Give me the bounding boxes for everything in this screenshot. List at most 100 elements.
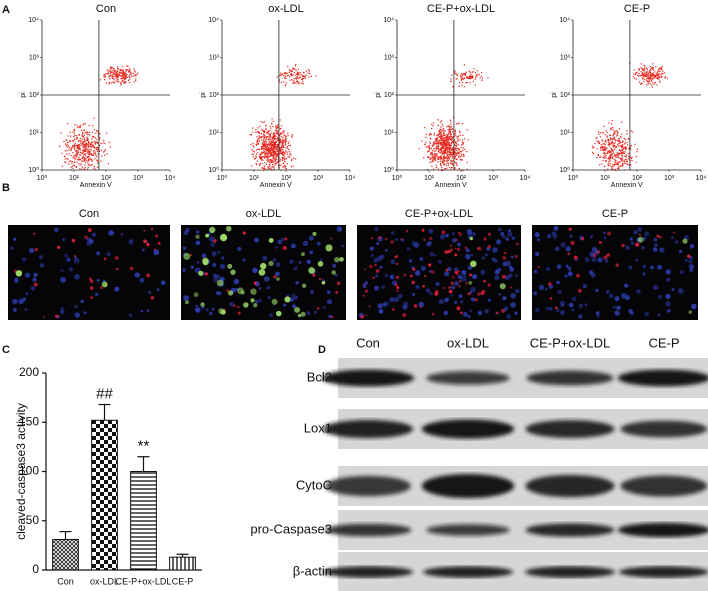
dot bbox=[425, 146, 427, 148]
dot bbox=[424, 144, 426, 146]
dot bbox=[270, 149, 273, 151]
dot bbox=[659, 81, 661, 83]
dot bbox=[436, 135, 438, 137]
dot bbox=[614, 133, 616, 135]
cell bbox=[678, 249, 683, 254]
dot bbox=[66, 139, 68, 141]
dot bbox=[445, 144, 447, 146]
cell bbox=[406, 247, 410, 251]
dot bbox=[133, 70, 136, 72]
dot bbox=[625, 146, 627, 148]
dot bbox=[95, 148, 98, 151]
dot bbox=[87, 156, 89, 158]
cell bbox=[301, 283, 307, 288]
dot bbox=[442, 128, 444, 130]
dot bbox=[617, 145, 619, 147]
cell bbox=[252, 267, 258, 274]
dot bbox=[430, 158, 432, 160]
dot bbox=[619, 145, 621, 147]
dot bbox=[294, 65, 297, 67]
dot bbox=[596, 156, 598, 159]
x-tick-label: 10³ bbox=[133, 175, 144, 182]
dot bbox=[620, 144, 622, 147]
cell bbox=[86, 240, 92, 246]
dot bbox=[448, 137, 450, 139]
dot bbox=[647, 72, 650, 75]
cell bbox=[233, 304, 236, 308]
dot bbox=[475, 74, 477, 76]
dot bbox=[642, 70, 644, 72]
dot bbox=[262, 159, 264, 161]
dot bbox=[93, 136, 95, 138]
dot bbox=[260, 158, 262, 160]
dot bbox=[270, 147, 272, 149]
dot bbox=[466, 77, 468, 79]
dot bbox=[431, 153, 434, 156]
dot bbox=[428, 134, 430, 136]
dot bbox=[72, 157, 74, 159]
dot bbox=[653, 74, 655, 76]
cell bbox=[24, 272, 31, 278]
cell bbox=[628, 265, 633, 270]
dot bbox=[125, 77, 127, 79]
cell bbox=[688, 264, 695, 270]
dot bbox=[78, 148, 80, 150]
y-tick-label: 10² bbox=[384, 92, 395, 99]
dot bbox=[428, 150, 430, 152]
cell bbox=[658, 294, 663, 299]
dot bbox=[271, 161, 273, 163]
dot bbox=[622, 153, 624, 155]
cell bbox=[254, 300, 259, 304]
dot bbox=[454, 151, 456, 153]
dot bbox=[442, 139, 444, 141]
dot bbox=[273, 168, 275, 170]
dot bbox=[274, 162, 277, 164]
dot bbox=[266, 150, 269, 152]
y-axis-label: pi bbox=[551, 92, 558, 98]
dot bbox=[68, 153, 70, 155]
dot bbox=[130, 71, 132, 73]
dot bbox=[591, 151, 594, 154]
dot bbox=[88, 124, 90, 127]
dot bbox=[465, 82, 467, 84]
dot bbox=[276, 146, 279, 148]
dot bbox=[273, 146, 275, 149]
dot bbox=[455, 78, 457, 80]
dot bbox=[82, 149, 85, 151]
dot bbox=[89, 154, 91, 156]
dot bbox=[282, 137, 284, 139]
dot bbox=[266, 155, 268, 157]
cell bbox=[534, 251, 540, 257]
dot bbox=[291, 134, 294, 136]
cell bbox=[330, 237, 333, 240]
dot bbox=[289, 153, 291, 155]
dot bbox=[456, 78, 458, 80]
dot bbox=[274, 143, 276, 145]
dot bbox=[439, 157, 441, 159]
dot bbox=[267, 152, 269, 154]
cell bbox=[38, 255, 43, 260]
dot bbox=[277, 137, 279, 139]
cell bbox=[456, 242, 462, 247]
dot bbox=[111, 74, 113, 76]
dot bbox=[268, 152, 270, 154]
dot bbox=[82, 142, 84, 144]
dot bbox=[276, 128, 278, 130]
bar bbox=[91, 419, 118, 571]
dot bbox=[616, 162, 619, 164]
cell bbox=[428, 263, 432, 267]
cell bbox=[472, 274, 478, 280]
dot bbox=[99, 79, 101, 81]
cell bbox=[689, 244, 695, 249]
dot bbox=[608, 156, 610, 159]
dot bbox=[120, 82, 122, 84]
dot bbox=[255, 163, 257, 165]
dot bbox=[267, 143, 269, 146]
dot bbox=[612, 158, 614, 160]
dot bbox=[649, 72, 652, 74]
cell bbox=[71, 238, 76, 243]
dot bbox=[87, 158, 90, 161]
dot bbox=[122, 74, 124, 76]
cell bbox=[402, 313, 407, 318]
cell bbox=[534, 232, 540, 238]
